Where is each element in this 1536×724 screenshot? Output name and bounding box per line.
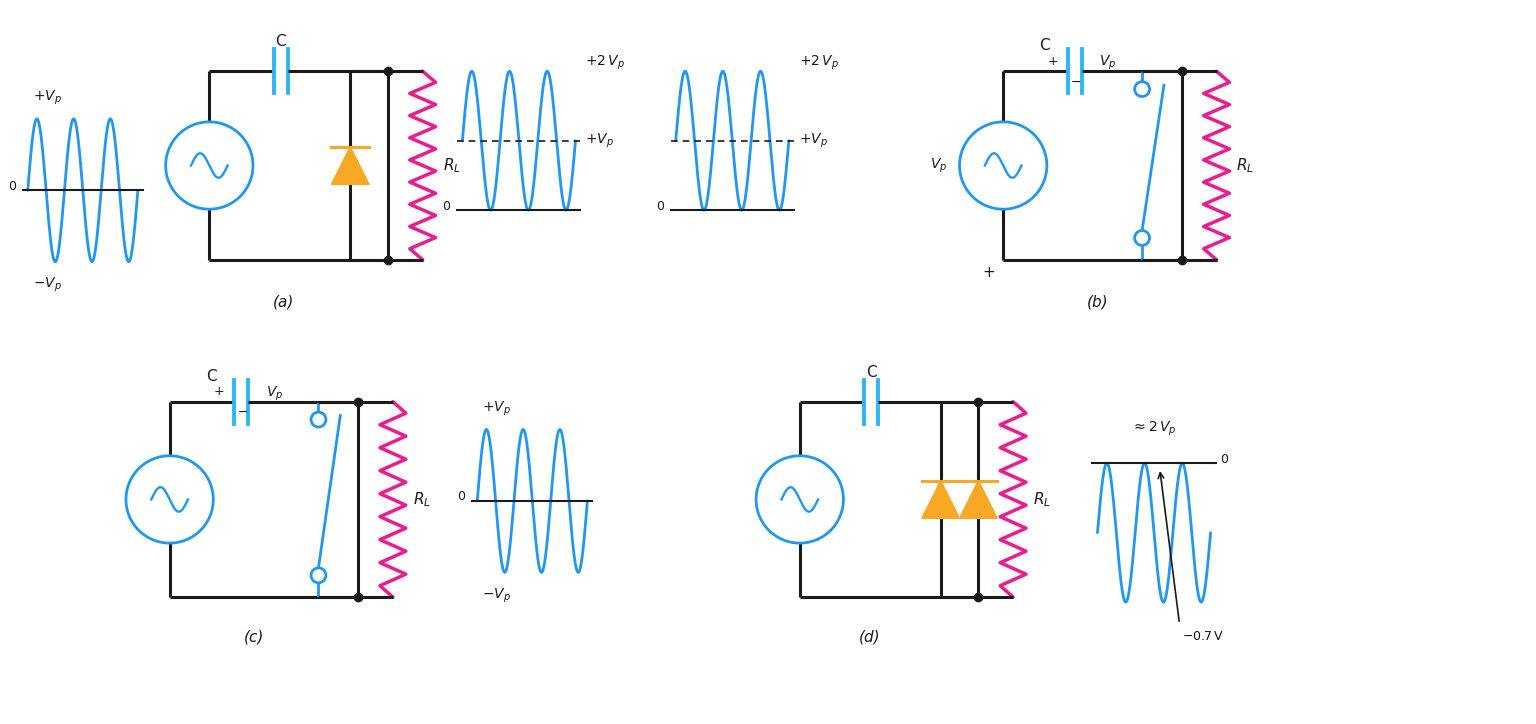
Text: $R_L$: $R_L$ (442, 156, 461, 175)
Text: $R_L$: $R_L$ (413, 490, 430, 509)
Text: +: + (1048, 55, 1058, 68)
Circle shape (1135, 230, 1149, 245)
Text: C: C (275, 35, 286, 49)
Text: $-$: $-$ (237, 405, 247, 418)
Text: $-0.7\,\mathrm{V}$: $-0.7\,\mathrm{V}$ (1181, 630, 1223, 643)
Text: 0: 0 (442, 200, 450, 213)
Text: C: C (866, 365, 877, 380)
Polygon shape (960, 481, 997, 518)
Circle shape (310, 412, 326, 427)
Text: (c): (c) (244, 630, 264, 645)
Text: $-V_p$: $-V_p$ (482, 586, 511, 605)
Text: (b): (b) (1086, 295, 1109, 310)
Text: (a): (a) (273, 295, 295, 310)
Text: $+V_p$: $+V_p$ (482, 399, 511, 418)
Text: (d): (d) (859, 630, 880, 645)
Text: $+V_p$: $+V_p$ (799, 132, 828, 150)
Text: $+2\,V_p$: $+2\,V_p$ (585, 54, 625, 72)
Text: 0: 0 (458, 490, 465, 503)
Text: 0: 0 (656, 200, 664, 213)
Text: $+V_p$: $+V_p$ (32, 88, 61, 107)
Text: 0: 0 (8, 180, 15, 193)
Text: C: C (1040, 38, 1051, 54)
Text: C: C (206, 369, 217, 384)
Text: $R_L$: $R_L$ (1032, 490, 1051, 509)
Text: $V_p$: $V_p$ (1100, 54, 1117, 72)
Text: 0: 0 (1221, 452, 1229, 466)
Circle shape (310, 568, 326, 583)
Text: +: + (982, 265, 995, 279)
Circle shape (1135, 82, 1149, 96)
Polygon shape (922, 481, 960, 518)
Text: $+V_p$: $+V_p$ (585, 132, 614, 150)
Text: $-V_p$: $-V_p$ (32, 276, 61, 294)
Text: +: + (214, 385, 224, 398)
Text: $R_L$: $R_L$ (1236, 156, 1255, 175)
Text: $V_p$: $V_p$ (266, 384, 283, 403)
Text: $V_p$: $V_p$ (931, 156, 948, 174)
Text: $\approx 2\,V_p$: $\approx 2\,V_p$ (1132, 420, 1177, 439)
Polygon shape (332, 147, 369, 185)
Text: $+2\,V_p$: $+2\,V_p$ (799, 54, 839, 72)
Text: $-$: $-$ (1071, 75, 1081, 88)
